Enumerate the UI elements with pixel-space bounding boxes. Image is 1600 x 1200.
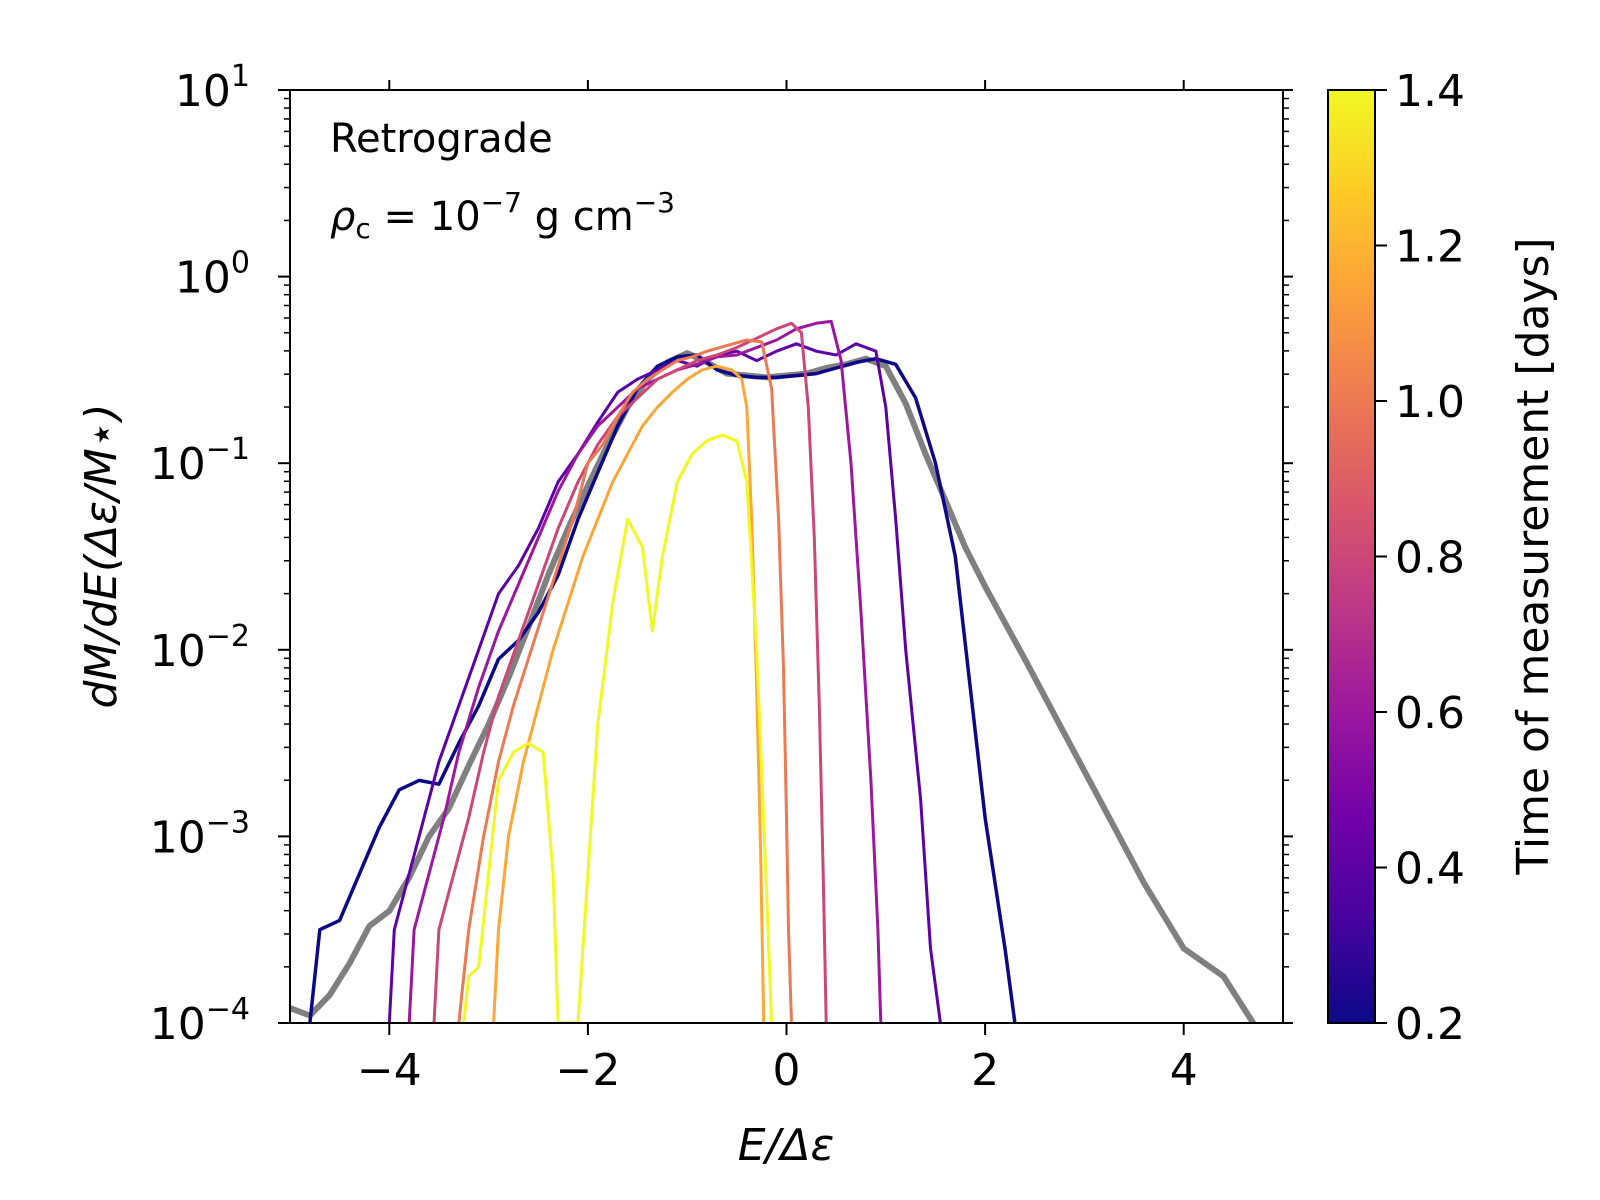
colorbar-tick-label: 1.0 [1395,377,1465,428]
x-tick-label: 4 [1170,1045,1198,1096]
colorbar-label: Time of measurement [days] [1508,237,1559,875]
series-line-5 [457,338,793,1023]
colorbar-tick-label: 0.4 [1395,844,1465,895]
series-line-1 [308,353,1017,1023]
x-tick-label: −4 [357,1045,422,1096]
x-axis-label: E/Δε [738,1120,835,1171]
y-tick-label: 10−1 [150,432,250,490]
series-line-2 [387,342,942,1023]
colorbar-tick-label: 0.8 [1395,533,1465,584]
series-layer [290,319,1257,1023]
annotation-density: ρc = 10−7 g cm−3 [330,186,675,245]
x-axis-ticks: −4 −2 0 2 4 [357,80,1198,1096]
colorbar-tick-label: 1.4 [1395,66,1465,117]
x-tick-label: 0 [773,1045,801,1096]
y-tick-label: 100 [175,246,250,304]
series-line-4 [432,321,828,1023]
annotation-retrograde: Retrograde [330,116,553,162]
y-tick-label: 10−4 [150,992,250,1050]
colorbar-tick-label: 0.6 [1395,688,1465,739]
y-tick-label: 101 [175,59,250,117]
y-axis-label: dM/dE(Δε/M⋆) [76,404,127,709]
series-line-0 [290,350,1257,1023]
colorbar-tick-label: 1.2 [1395,222,1465,273]
colorbar-ticks: 0.2 0.4 0.6 0.8 1.0 1.2 1.4 [1375,66,1465,1050]
y-axis-ticks: 101 100 10−1 10−2 10−3 10−4 [150,59,1293,1050]
colorbar [1327,89,1376,1024]
y-tick-label: 10−3 [150,805,250,863]
x-tick-label: −2 [555,1045,620,1096]
x-tick-label: 2 [971,1045,999,1096]
colorbar-tick-label: 0.2 [1395,999,1465,1050]
y-tick-label: 10−2 [150,619,250,677]
series-line-6 [492,364,766,1023]
series-line-7 [462,433,774,1023]
